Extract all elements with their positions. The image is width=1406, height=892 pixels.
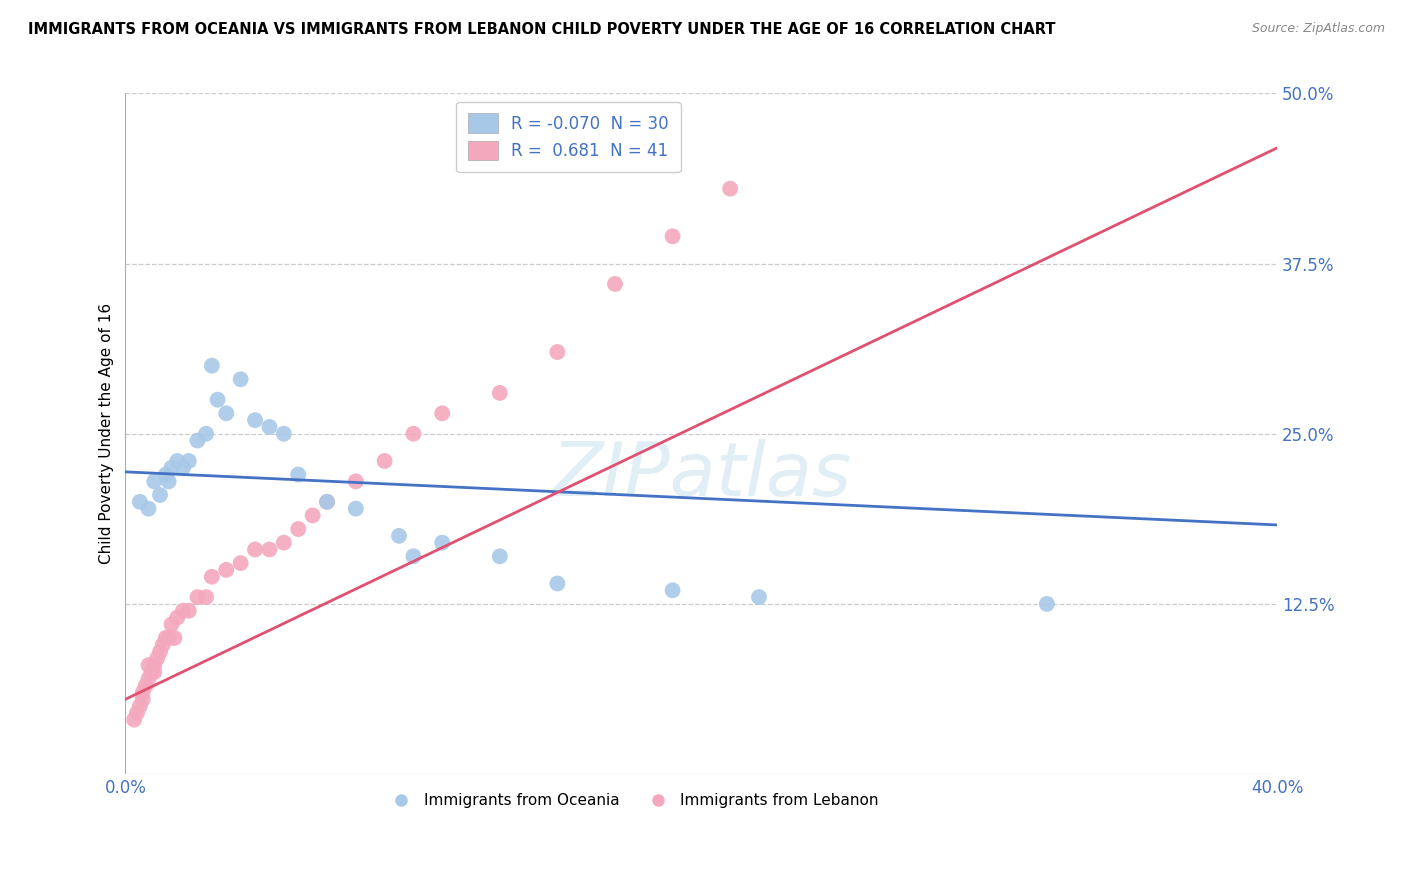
Text: IMMIGRANTS FROM OCEANIA VS IMMIGRANTS FROM LEBANON CHILD POVERTY UNDER THE AGE O: IMMIGRANTS FROM OCEANIA VS IMMIGRANTS FR… [28,22,1056,37]
Point [243,413,266,427]
Point [155,631,177,645]
Point [273,426,295,441]
Point [432,406,454,420]
Point [546,576,568,591]
Point [243,542,266,557]
Point [146,651,169,665]
Point [172,460,194,475]
Point [155,467,177,482]
Point [259,420,281,434]
Point [287,467,309,482]
Point [177,604,200,618]
Point [661,583,683,598]
Point [402,426,425,441]
Point [287,522,309,536]
Point [488,549,510,564]
Point [152,638,174,652]
Point [388,529,411,543]
Point [138,658,160,673]
Point [138,501,160,516]
Text: Source: ZipAtlas.com: Source: ZipAtlas.com [1251,22,1385,36]
Point [546,345,568,359]
Point [215,563,238,577]
Point [1036,597,1059,611]
Point [186,434,208,448]
Point [432,535,454,549]
Point [195,590,218,604]
Point [344,475,367,489]
Point [215,406,238,420]
Point [166,610,188,624]
Point [186,590,208,604]
Point [157,475,180,489]
Point [172,604,194,618]
Point [718,182,741,196]
Point [125,706,148,720]
Legend: Immigrants from Oceania, Immigrants from Lebanon: Immigrants from Oceania, Immigrants from… [380,787,886,814]
Point [273,535,295,549]
Point [201,570,224,584]
Point [488,385,510,400]
Point [160,460,183,475]
Point [259,542,281,557]
Point [661,229,683,244]
Point [748,590,770,604]
Point [135,679,157,693]
Point [229,372,252,386]
Point [143,658,166,673]
Point [301,508,323,523]
Point [207,392,229,407]
Text: ZIPatlas: ZIPatlas [551,439,852,510]
Point [160,617,183,632]
Point [128,495,150,509]
Point [166,454,188,468]
Point [163,631,186,645]
Point [316,495,339,509]
Point [122,713,145,727]
Point [143,665,166,679]
Point [149,488,172,502]
Point [229,556,252,570]
Point [128,699,150,714]
Point [141,665,163,679]
Point [195,426,218,441]
Point [138,672,160,686]
Point [132,685,155,699]
Point [143,475,166,489]
Point [177,454,200,468]
Point [201,359,224,373]
Point [132,692,155,706]
Point [344,501,367,516]
Point [402,549,425,564]
Point [374,454,396,468]
Point [603,277,626,291]
Point [149,644,172,658]
Point [316,495,339,509]
Point [157,631,180,645]
Y-axis label: Child Poverty Under the Age of 16: Child Poverty Under the Age of 16 [100,303,114,565]
